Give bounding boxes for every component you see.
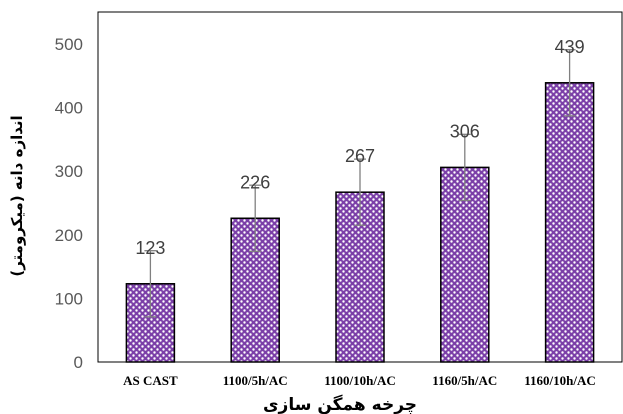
data-label: 226 xyxy=(240,172,270,192)
y-tick-label: 400 xyxy=(55,99,83,118)
y-tick-label: 0 xyxy=(74,353,83,372)
bars-group: 123 226 267 306 439 xyxy=(125,37,595,363)
x-axis-category-labels: AS CAST 1100/5h/AC 1100/10h/AC 1160/5h/AC 11… xyxy=(123,373,596,388)
data-label: 306 xyxy=(450,121,480,141)
bar xyxy=(335,191,385,363)
x-tick-label: 1100/10h/AC xyxy=(324,373,396,388)
data-label: 123 xyxy=(135,238,165,258)
x-axis-title: چرخه همگن سازی xyxy=(263,394,417,414)
x-tick-label: 1160/10h/AC xyxy=(524,373,596,388)
x-tick-label: AS CAST xyxy=(123,373,178,388)
bar xyxy=(544,82,595,363)
x-tick-label: 1160/5h/AC xyxy=(432,373,497,388)
x-tick-label: 1100/5h/AC xyxy=(223,373,288,388)
y-axis-ticks: 0 100 200 300 400 500 xyxy=(55,35,83,372)
y-tick-label: 300 xyxy=(55,162,83,181)
data-label: 439 xyxy=(555,37,585,57)
y-tick-label: 500 xyxy=(55,35,83,54)
data-label: 267 xyxy=(345,146,375,166)
y-axis-title: اندازه دانه (میکرومتر) xyxy=(8,115,26,276)
y-tick-label: 200 xyxy=(55,226,83,245)
y-tick-label: 100 xyxy=(55,289,83,308)
